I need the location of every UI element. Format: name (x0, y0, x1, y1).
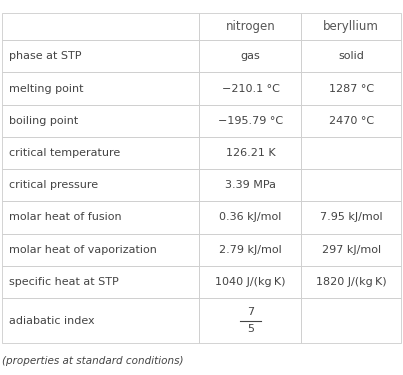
Text: (properties at standard conditions): (properties at standard conditions) (2, 356, 183, 366)
Bar (199, 40, 301, 72)
Text: 2.79 kJ/mol: 2.79 kJ/mol (219, 244, 282, 255)
Text: 1040 J/(kg K): 1040 J/(kg K) (215, 277, 286, 287)
Bar (199, 201, 301, 234)
Text: molar heat of fusion: molar heat of fusion (9, 212, 122, 222)
Text: −210.1 °C: −210.1 °C (222, 84, 279, 93)
Bar (301, 298, 401, 343)
Bar (2, 298, 199, 343)
Bar (2, 234, 199, 266)
Text: 7.95 kJ/mol: 7.95 kJ/mol (320, 212, 382, 222)
Text: 2470 °C: 2470 °C (329, 116, 374, 126)
Text: nitrogen: nitrogen (226, 20, 275, 33)
Text: 1287 °C: 1287 °C (329, 84, 374, 93)
Bar (199, 298, 301, 343)
Text: critical pressure: critical pressure (9, 180, 98, 190)
Text: 7: 7 (247, 307, 254, 317)
Bar (2, 266, 199, 298)
Text: −195.79 °C: −195.79 °C (218, 116, 283, 126)
Bar (2, 72, 199, 105)
Bar (301, 40, 401, 72)
Bar (301, 72, 401, 105)
Text: molar heat of vaporization: molar heat of vaporization (9, 244, 157, 255)
Bar (301, 234, 401, 266)
Bar (301, 169, 401, 201)
Text: phase at STP: phase at STP (9, 51, 82, 61)
Text: 126.21 K: 126.21 K (226, 148, 275, 158)
Bar (2, 13, 199, 40)
Bar (301, 201, 401, 234)
Bar (2, 169, 199, 201)
Bar (199, 169, 301, 201)
Bar (199, 72, 301, 105)
Text: 0.36 kJ/mol: 0.36 kJ/mol (219, 212, 282, 222)
Bar (199, 137, 301, 169)
Text: gas: gas (241, 51, 260, 61)
Bar (199, 105, 301, 137)
Bar (2, 105, 199, 137)
Text: critical temperature: critical temperature (9, 148, 120, 158)
Text: 3.39 MPa: 3.39 MPa (225, 180, 276, 190)
Text: beryllium: beryllium (323, 20, 379, 33)
Bar (301, 266, 401, 298)
Bar (2, 40, 199, 72)
Text: 5: 5 (247, 324, 254, 334)
Bar (301, 105, 401, 137)
Bar (199, 234, 301, 266)
Text: boiling point: boiling point (9, 116, 79, 126)
Bar (2, 201, 199, 234)
Text: melting point: melting point (9, 84, 84, 93)
Bar (301, 13, 401, 40)
Text: specific heat at STP: specific heat at STP (9, 277, 119, 287)
Bar (2, 137, 199, 169)
Bar (301, 137, 401, 169)
Text: 1820 J/(kg K): 1820 J/(kg K) (316, 277, 386, 287)
Text: 297 kJ/mol: 297 kJ/mol (322, 244, 381, 255)
Bar (199, 13, 301, 40)
Text: solid: solid (338, 51, 364, 61)
Bar (199, 266, 301, 298)
Text: adiabatic index: adiabatic index (9, 315, 95, 326)
